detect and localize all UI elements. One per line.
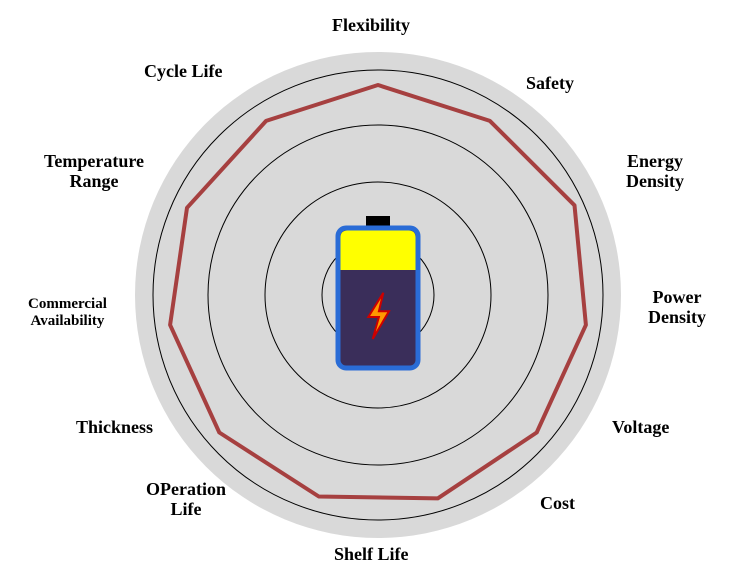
axis-label: Temperature Range: [44, 152, 144, 192]
axis-label: Thickness: [76, 418, 153, 438]
axis-label: Voltage: [612, 418, 669, 438]
axis-label: Flexibility: [332, 16, 410, 36]
axis-label: OPeration Life: [146, 480, 226, 520]
axis-label: Power Density: [648, 288, 706, 328]
axis-label: Safety: [526, 74, 574, 94]
axis-label: Cost: [540, 494, 575, 514]
radar-diagram: [0, 0, 750, 574]
battery-icon: [338, 216, 418, 368]
axis-label: Energy Density: [626, 152, 684, 192]
axis-label: Commercial Availability: [28, 296, 107, 329]
axis-label: Shelf Life: [334, 545, 409, 565]
axis-label: Cycle Life: [144, 62, 222, 82]
